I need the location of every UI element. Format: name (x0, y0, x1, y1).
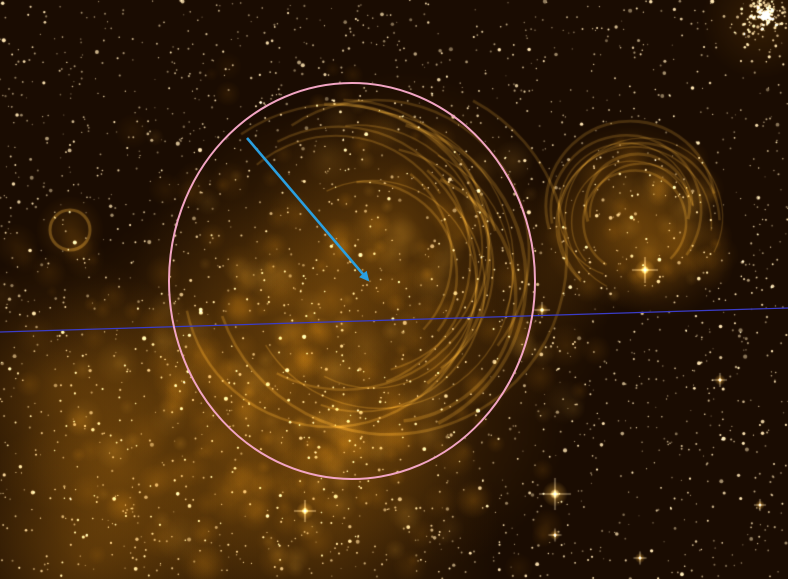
highlight-circle (168, 82, 536, 480)
reference-line (0, 307, 788, 333)
pointer-arrow (246, 137, 370, 282)
